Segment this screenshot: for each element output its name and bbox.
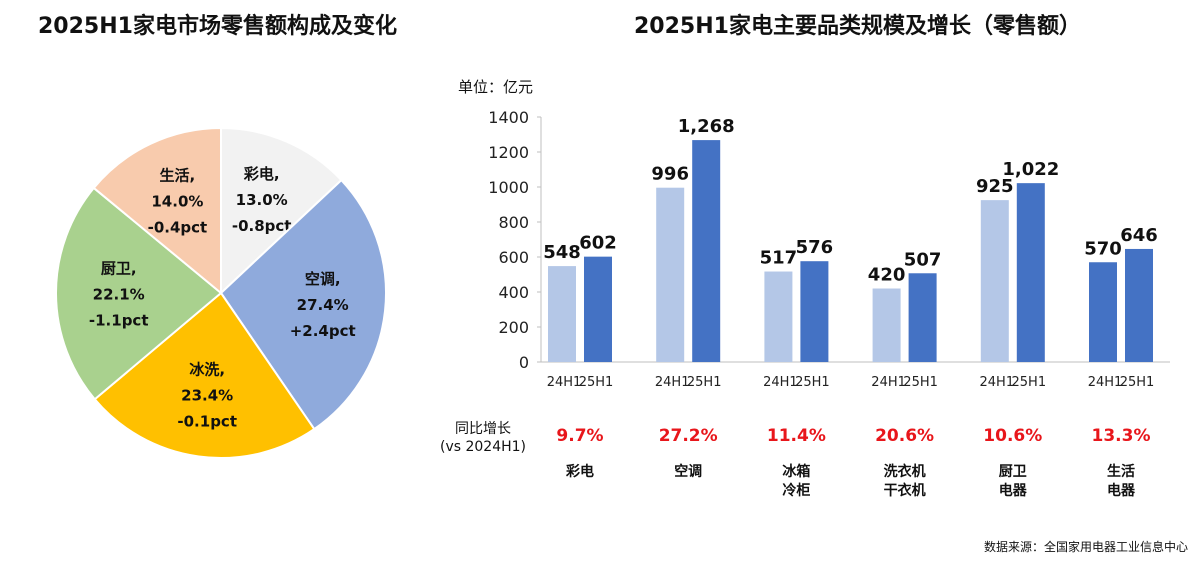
bar-value-label: 517 (760, 248, 798, 269)
growth-value: 11.4% (766, 426, 826, 446)
pie-data-label: -0.1pct (177, 412, 237, 430)
category-label: 空调 (638, 463, 738, 482)
pie-data-label: 彩电, (243, 165, 280, 183)
pie-data-label: +2.4pct (290, 322, 356, 340)
growth-row-label-line: (vs 2024H1) (440, 439, 527, 455)
bar-24H1 (980, 200, 1009, 362)
pie-data-label: 冰洗, (189, 360, 225, 378)
pie-slice-生活 (92, 126, 222, 296)
bar-value-label: 507 (904, 249, 942, 270)
y-tick-label: 0 (519, 353, 529, 372)
pie-data-label: 空调, (305, 270, 341, 288)
pie-data-label: 13.0% (236, 191, 288, 209)
x-tick-label: 25H1 (687, 375, 722, 390)
pie-chart-title: 2025H1家电市场零售额构成及变化 (38, 14, 397, 39)
bar-value-label: 548 (543, 242, 581, 263)
category-label-line: 干衣机 (883, 483, 926, 499)
pie-data-label: 厨卫, (101, 259, 137, 277)
x-tick-label: 25H1 (1012, 375, 1047, 390)
growth-row-label: 同比增长 (vs 2024H1) (440, 420, 526, 456)
bar-value-label: 1,022 (1002, 159, 1059, 180)
x-tick-label: 24H1 (871, 375, 906, 390)
source-note: 数据来源：全国家用电器工业信息中心 (983, 540, 1188, 554)
category-label-line: 冰箱 (782, 464, 811, 480)
category-label-line: 彩电 (566, 464, 594, 480)
pie-slice-彩电 (220, 126, 343, 296)
category-label: 厨卫 电器 (963, 463, 1063, 501)
unit-label: 单位：亿元 (458, 78, 534, 96)
bar-24H1 (548, 266, 576, 362)
bar-24H1 (656, 187, 685, 362)
pie-data-label: -0.4pct (148, 218, 208, 236)
bar-value-label: 570 (1084, 238, 1122, 259)
pie-slice-冰洗 (93, 291, 316, 459)
bar-value-label: 420 (868, 265, 906, 286)
bar-25H1 (692, 140, 721, 362)
pie-slice-厨卫 (55, 186, 223, 401)
x-tick-label: 24H1 (547, 375, 582, 390)
y-tick-label: 400 (498, 283, 529, 302)
y-tick-label: 1000 (488, 178, 529, 197)
x-tick-label: 25H1 (579, 375, 614, 390)
growth-value: 9.7% (556, 426, 604, 446)
category-label: 冰箱 冷柜 (746, 463, 846, 501)
category-label-line: 厨卫 (998, 464, 1027, 480)
bar-25H1 (800, 261, 829, 362)
bar-value-label: 576 (796, 237, 834, 258)
y-tick-label: 1200 (488, 143, 529, 162)
pie-data-label: -0.8pct (232, 217, 292, 235)
growth-value: 20.6% (875, 426, 935, 446)
x-tick-label: 25H1 (903, 375, 938, 390)
growth-value: 10.6% (983, 426, 1043, 446)
y-tick-label: 200 (498, 318, 529, 337)
y-tick-label: 800 (498, 213, 529, 232)
bar-24H1 (1089, 262, 1117, 362)
growth-value: 27.2% (658, 426, 718, 446)
category-label-line: 冷柜 (782, 483, 811, 499)
x-tick-label: 24H1 (980, 375, 1015, 390)
pie-data-label: 27.4% (297, 296, 349, 314)
bar-25H1 (1125, 248, 1153, 362)
pie-data-label: 14.0% (151, 192, 203, 210)
bar-25H1 (584, 256, 612, 362)
category-label-line: 空调 (674, 464, 703, 480)
x-tick-label: 25H1 (1120, 375, 1155, 390)
x-tick-label: 24H1 (1088, 375, 1123, 390)
category-label: 彩电 (530, 463, 630, 482)
pie-data-label: 23.4% (181, 386, 233, 404)
growth-row-label-line: 同比增长 (455, 421, 512, 437)
pie-data-label: 生活, (160, 166, 196, 184)
pie-data-label: 22.1% (93, 285, 145, 303)
bar-24H1 (872, 288, 901, 362)
category-label: 生活 电器 (1071, 463, 1171, 501)
x-tick-label: 25H1 (795, 375, 830, 390)
bar-24H1 (764, 271, 793, 362)
bar-chart-title: 2025H1家电主要品类规模及增长（零售额） (634, 14, 1081, 39)
bar-value-label: 1,268 (678, 116, 735, 137)
bar-value-label: 646 (1120, 225, 1158, 246)
bar-25H1 (1016, 183, 1045, 362)
category-label-line: 生活 (1107, 464, 1135, 480)
bar-value-label: 925 (976, 176, 1014, 197)
category-label-line: 电器 (998, 483, 1027, 499)
category-label-line: 洗衣机 (883, 464, 926, 480)
bar-value-label: 602 (579, 233, 617, 254)
category-label-line: 电器 (1107, 483, 1135, 499)
growth-value: 13.3% (1091, 426, 1151, 446)
category-label: 洗衣机 干衣机 (855, 463, 955, 501)
bar-value-label: 996 (651, 164, 689, 185)
y-tick-label: 600 (498, 248, 529, 267)
x-tick-label: 24H1 (655, 375, 690, 390)
bar-25H1 (908, 273, 937, 362)
y-tick-label: 1400 (488, 108, 529, 127)
x-tick-label: 24H1 (763, 375, 798, 390)
pie-slice-空调 (219, 178, 387, 431)
pie-data-label: -1.1pct (89, 311, 149, 329)
